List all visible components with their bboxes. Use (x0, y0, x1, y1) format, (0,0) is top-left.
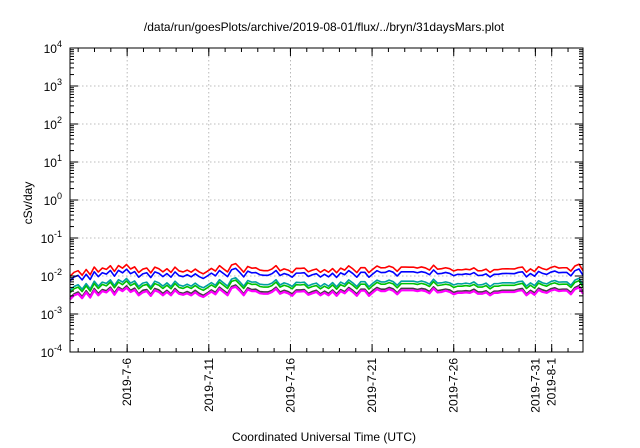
chart-title: /data/run/goesPlots/archive/2019-08-01/f… (144, 20, 505, 34)
y-tick-label: 10-2 (41, 267, 62, 284)
y-axis-label: cSv/day (21, 182, 35, 225)
y-tick-label: 10-3 (41, 305, 62, 322)
axis-ticks: 10-4 10-3 10-2 10-1 100 101 102 103 104 2019-7-6 2… (41, 39, 583, 413)
series-line (69, 276, 584, 291)
x-tick-label: 2019-7-21 (365, 358, 379, 413)
x-tick-label: 2019-7-11 (202, 358, 216, 412)
x-axis-label: Coordinated Universal Time (UTC) (232, 430, 416, 444)
y-tick-label: 103 (44, 77, 62, 94)
x-tick-label: 2019-7-31 (528, 358, 542, 413)
x-tick-label: 2019-7-16 (283, 358, 297, 413)
y-tick-label: 100 (44, 191, 62, 208)
series-line (69, 284, 584, 299)
x-tick-label: 2019-7-6 (120, 358, 134, 406)
grid-lines (70, 48, 583, 352)
y-tick-label: 10-4 (41, 343, 62, 360)
x-tick-label: 2019-7-26 (447, 358, 461, 413)
y-tick-label: 101 (44, 153, 62, 170)
y-tick-label: 102 (44, 115, 62, 132)
x-tick-label: 2019-8-1 (545, 358, 559, 406)
series-line (69, 279, 584, 294)
plot-frame (69, 47, 584, 353)
series-line (69, 262, 584, 277)
series-line (69, 267, 584, 282)
y-tick-label: 10-1 (41, 229, 62, 246)
data-series (69, 262, 584, 301)
series-line (69, 285, 584, 301)
y-tick-label: 104 (44, 39, 62, 56)
